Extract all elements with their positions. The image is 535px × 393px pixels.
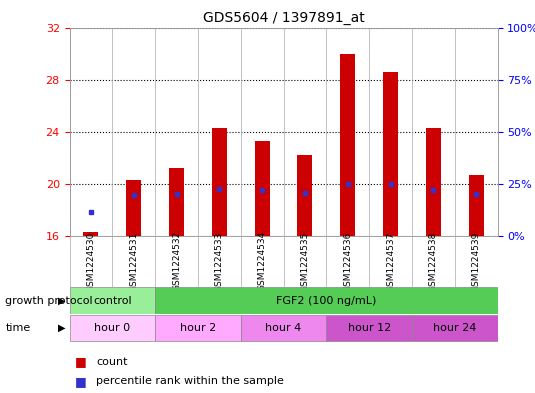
Text: hour 12: hour 12 xyxy=(348,323,391,333)
Text: ▶: ▶ xyxy=(58,323,65,333)
Text: GSM1224536: GSM1224536 xyxy=(343,231,352,292)
Text: hour 24: hour 24 xyxy=(433,323,477,333)
Title: GDS5604 / 1397891_at: GDS5604 / 1397891_at xyxy=(203,11,364,25)
Bar xyxy=(412,315,498,342)
Text: GSM1224533: GSM1224533 xyxy=(215,231,224,292)
Text: ■: ■ xyxy=(75,375,87,388)
Bar xyxy=(241,315,326,342)
Text: FGF2 (100 ng/mL): FGF2 (100 ng/mL) xyxy=(276,296,377,306)
Bar xyxy=(297,155,312,236)
Text: hour 4: hour 4 xyxy=(265,323,302,333)
Bar xyxy=(383,72,398,236)
Text: count: count xyxy=(96,356,128,367)
Bar xyxy=(126,180,141,236)
Text: ▶: ▶ xyxy=(58,296,65,306)
Text: hour 2: hour 2 xyxy=(180,323,216,333)
Text: ■: ■ xyxy=(75,355,87,368)
Bar xyxy=(155,315,241,342)
Text: GSM1224532: GSM1224532 xyxy=(172,231,181,292)
Bar xyxy=(426,128,441,236)
Text: GSM1224539: GSM1224539 xyxy=(472,231,480,292)
Text: GSM1224537: GSM1224537 xyxy=(386,231,395,292)
Text: hour 0: hour 0 xyxy=(94,323,131,333)
Text: control: control xyxy=(93,296,132,306)
Text: GSM1224531: GSM1224531 xyxy=(129,231,138,292)
Text: GSM1224530: GSM1224530 xyxy=(87,231,95,292)
Text: GSM1224534: GSM1224534 xyxy=(258,231,266,292)
Text: GSM1224535: GSM1224535 xyxy=(301,231,309,292)
Bar xyxy=(70,315,155,342)
Text: growth protocol: growth protocol xyxy=(5,296,93,306)
Bar xyxy=(155,287,498,314)
Bar xyxy=(326,315,412,342)
Text: GSM1224538: GSM1224538 xyxy=(429,231,438,292)
Text: percentile rank within the sample: percentile rank within the sample xyxy=(96,376,284,386)
Bar xyxy=(340,53,355,236)
Bar xyxy=(169,168,184,236)
Bar xyxy=(83,232,98,236)
Bar xyxy=(469,174,484,236)
Bar xyxy=(255,141,270,236)
Bar xyxy=(70,287,155,314)
Bar xyxy=(212,128,227,236)
Text: time: time xyxy=(5,323,30,333)
